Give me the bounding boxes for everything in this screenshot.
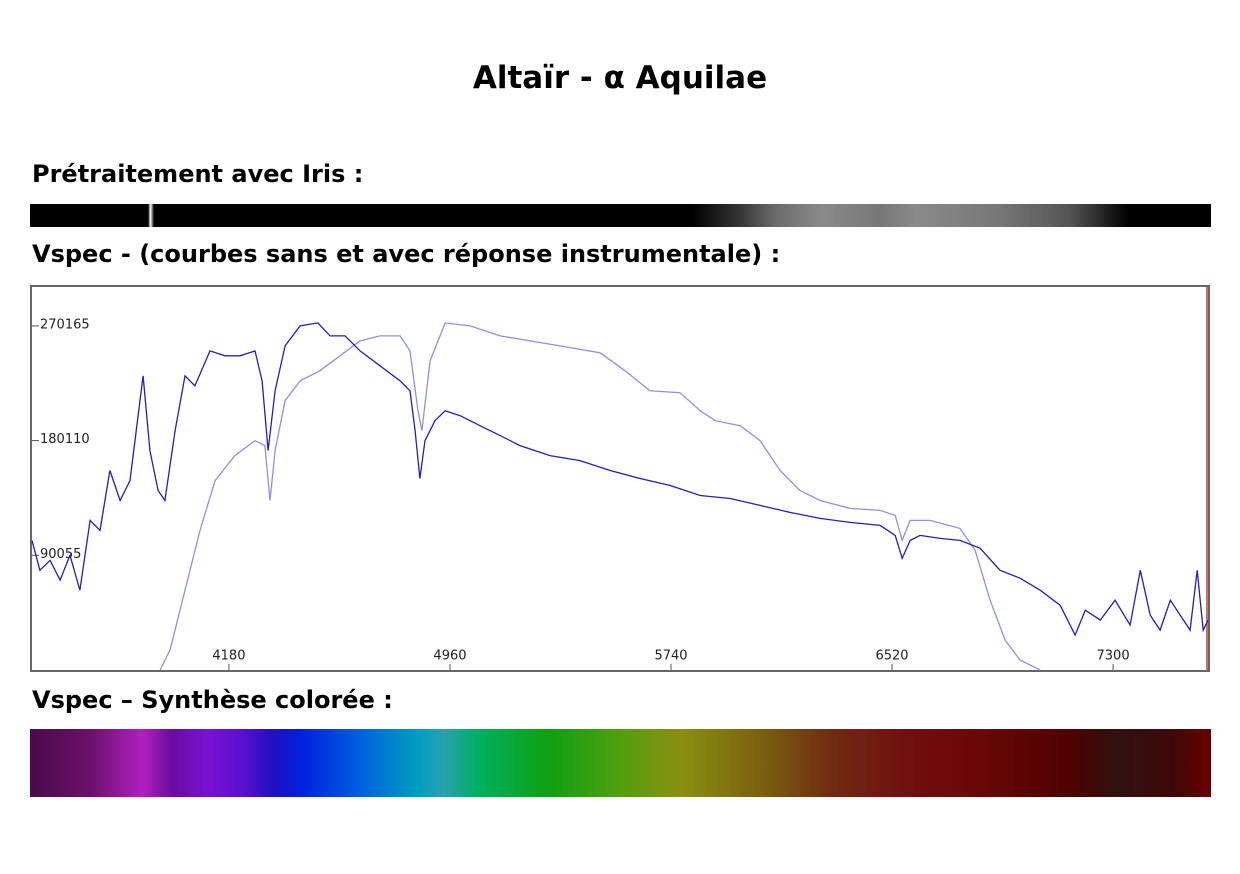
iris-spectrum-strip [30, 204, 1211, 227]
spectrum-chart: 90055 180110 270165 4180 4960 5740 6520 7300 [30, 285, 1210, 672]
section-heading: Vspec – Synthèse colorée : [32, 686, 393, 714]
y-tick-label: 270165 [40, 317, 90, 332]
section-heading: Vspec - (courbes sans et avec réponse in… [32, 240, 781, 268]
x-tick-label: 4180 [212, 649, 245, 664]
spectrum-line [31, 322, 1209, 637]
page-title: Altaïr - α Aquilae [472, 60, 768, 96]
section-heading: Prétraitement avec Iris : [32, 160, 364, 188]
x-tick-label: 7300 [1097, 649, 1130, 664]
x-tick-label: 5740 [654, 649, 687, 664]
x-tick-label: 6520 [875, 649, 908, 664]
x-tick-label: 4960 [433, 649, 466, 664]
spectrum-line [159, 322, 1041, 671]
y-tick-label: 180110 [40, 432, 90, 447]
plot-frame [30, 285, 1210, 672]
synthetic-color-strip [30, 729, 1211, 797]
y-tick-label: 90055 [40, 547, 81, 562]
